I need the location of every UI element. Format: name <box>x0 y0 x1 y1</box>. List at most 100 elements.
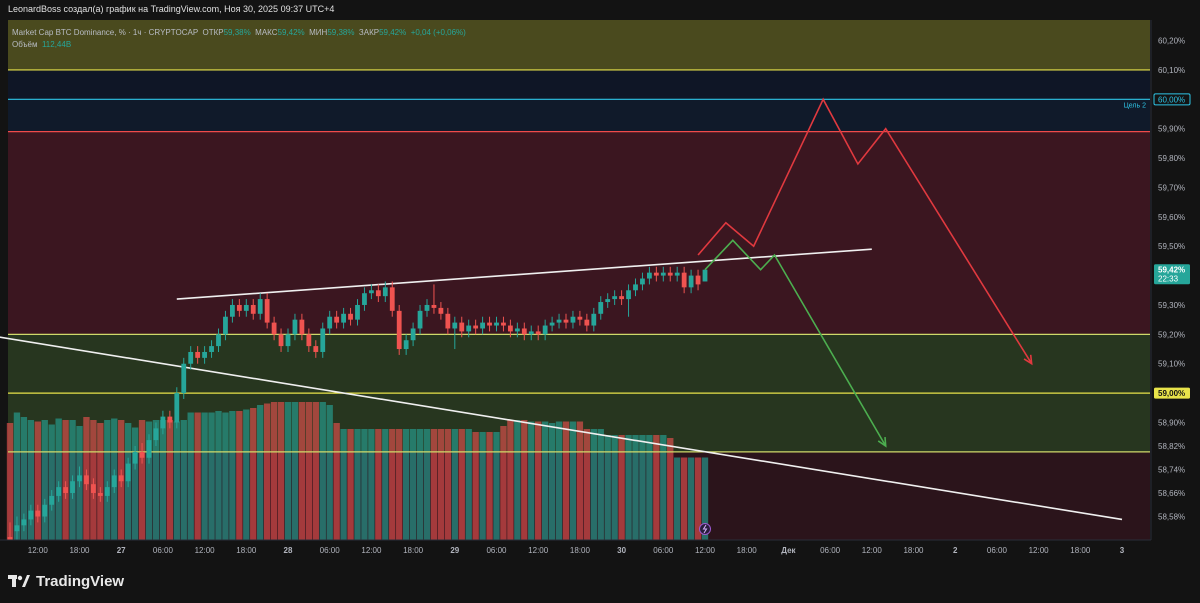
candle <box>285 328 291 352</box>
volume-bar <box>687 457 695 540</box>
volume-bar <box>298 402 306 540</box>
candle <box>362 287 367 311</box>
candle-body <box>42 504 48 517</box>
volume-bar <box>416 429 424 540</box>
candle-body <box>452 322 458 329</box>
price-badge-box <box>1154 387 1190 399</box>
price-badge-box <box>1153 93 1191 106</box>
volume-bar <box>451 429 458 540</box>
volume-bar <box>444 429 452 540</box>
candle <box>688 269 694 294</box>
volume-bar <box>222 412 229 540</box>
candle-body <box>181 363 187 394</box>
candle <box>306 328 312 352</box>
candle-body <box>28 510 34 520</box>
candle <box>70 475 75 499</box>
candle <box>167 410 173 429</box>
candle <box>14 516 20 540</box>
candle <box>389 281 395 317</box>
candle-body <box>508 325 513 332</box>
candle <box>299 313 305 341</box>
candle <box>28 504 34 526</box>
candle-body <box>97 492 103 496</box>
candle-body <box>167 416 173 423</box>
candle <box>528 325 534 341</box>
candle-body <box>292 319 298 335</box>
volume-bar <box>152 420 160 540</box>
volume-bar <box>660 435 667 540</box>
volume-bar <box>347 429 354 540</box>
tradingview-footer[interactable]: TradingView <box>8 569 124 593</box>
candle <box>514 322 520 338</box>
x-tick-label: 12:00 <box>361 546 382 555</box>
legend-volume-value: 112,44В <box>41 40 72 49</box>
x-tick-label: 12:00 <box>862 546 883 555</box>
volume-bar <box>486 432 493 540</box>
candle-body <box>209 346 214 352</box>
candle <box>563 313 569 329</box>
volume-bar <box>625 435 632 540</box>
candle-body <box>146 440 152 458</box>
volume-bar <box>402 429 410 540</box>
volume-bar <box>597 429 604 540</box>
chart-legend: Market Cap BTC Dominance, % · 1ч · CRYPT… <box>12 27 466 51</box>
candle-body <box>570 316 576 323</box>
volume-bar <box>263 403 271 540</box>
candle <box>63 481 68 499</box>
candle-body <box>626 290 631 300</box>
candle-body <box>257 299 263 314</box>
volume-bar <box>514 420 521 540</box>
candle-body <box>306 334 312 347</box>
volume-bar <box>562 421 570 540</box>
attribution-bar: LeonardBoss создал(а) график на TradingV… <box>0 0 1200 20</box>
candle <box>104 481 110 502</box>
volume-bar <box>409 429 417 540</box>
candle-body <box>111 475 117 488</box>
volume-bar <box>326 405 333 540</box>
candle <box>49 490 55 511</box>
volume-bar <box>507 420 514 540</box>
candle-body <box>70 481 75 493</box>
volume-bar <box>201 412 208 540</box>
volume-bar <box>187 412 194 540</box>
y-tick-label: 59,50% <box>1158 242 1185 251</box>
candle-body <box>528 331 534 335</box>
candle-body <box>91 484 96 493</box>
candle-body <box>77 475 82 482</box>
x-tick-label: 18:00 <box>236 546 257 555</box>
candle-body <box>160 416 166 429</box>
volume-bar <box>646 435 653 540</box>
projection-bearish-path <box>697 97 1033 365</box>
volume-bar <box>208 412 215 540</box>
volume-bar <box>20 417 28 540</box>
candle-body <box>667 272 673 276</box>
legend-symbol: Market Cap BTC Dominance, % · 1ч · CRYPT… <box>12 28 199 37</box>
price-badge-sublabel: 22:33 <box>1158 275 1179 284</box>
candle-body <box>104 487 110 496</box>
candle-body <box>445 313 451 329</box>
candle-body <box>382 287 388 297</box>
candle-body <box>521 328 527 335</box>
volume-bar <box>611 435 618 540</box>
candle <box>146 434 152 464</box>
legend-change-value: +0,04 (+0,06%) <box>410 28 466 37</box>
x-tick-label: 2 <box>953 546 958 555</box>
candle-body <box>681 272 687 288</box>
volume-bar <box>674 457 681 540</box>
candle <box>598 296 604 320</box>
candle-body <box>285 334 291 347</box>
trendline-support <box>0 336 1123 521</box>
candle-body <box>514 328 520 332</box>
volume-bar <box>166 420 174 540</box>
candle-body <box>466 325 472 332</box>
y-tick-label: 59,30% <box>1158 301 1185 310</box>
candle <box>647 266 652 285</box>
zone-olive-top <box>8 20 1150 70</box>
candle-body <box>688 275 694 288</box>
legend-close-label: ЗАКР <box>358 28 380 37</box>
trendline-resistance <box>176 248 872 300</box>
candle-body <box>417 310 423 329</box>
candle <box>556 313 562 329</box>
volume-bar <box>548 423 556 540</box>
